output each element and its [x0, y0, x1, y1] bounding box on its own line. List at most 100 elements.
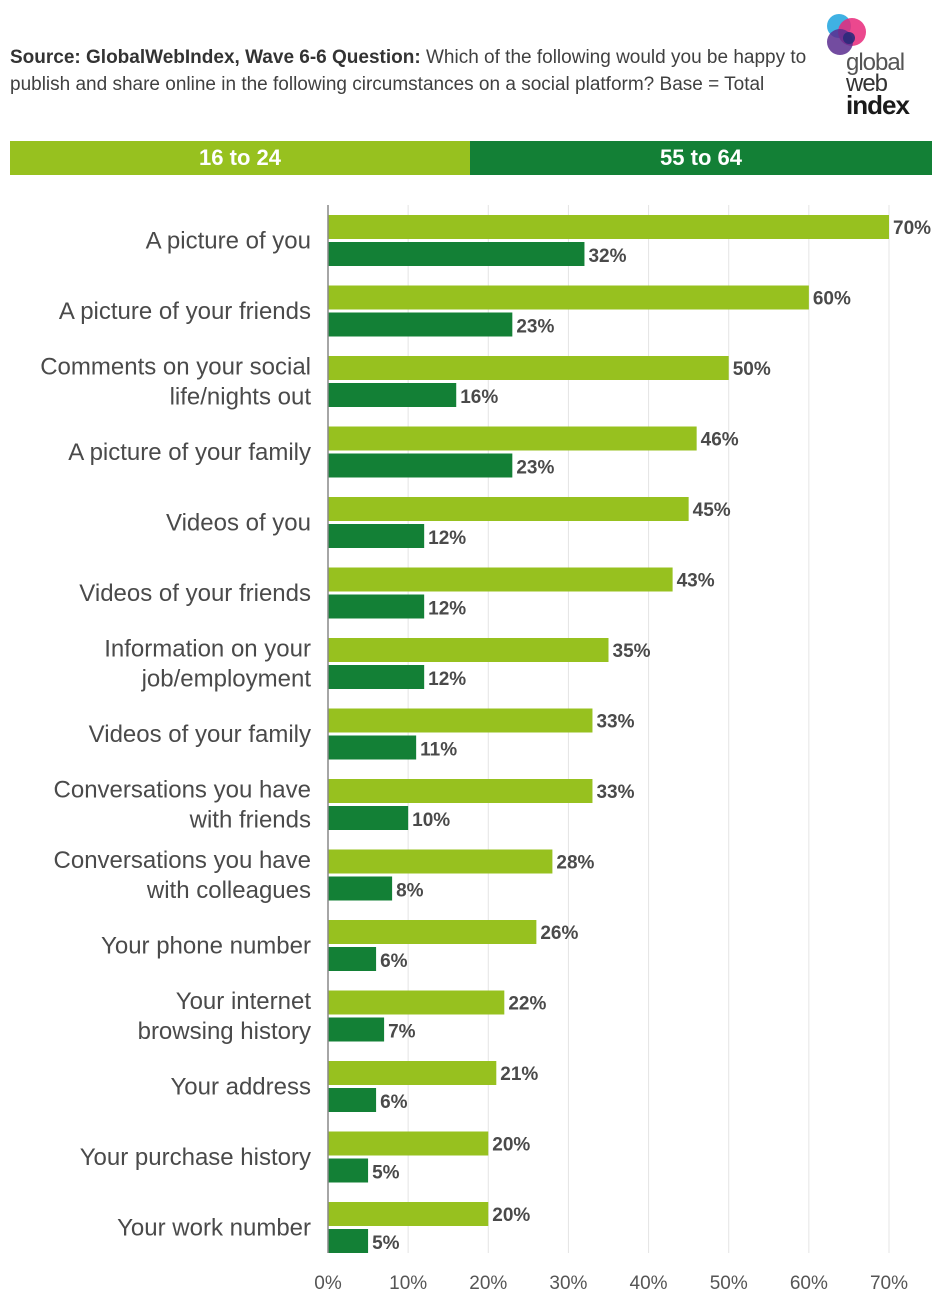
bar-16-to-24	[328, 920, 537, 944]
category-label: Comments on your social	[40, 354, 311, 381]
data-label: 35%	[613, 641, 651, 662]
category-label: job/employment	[141, 666, 312, 693]
category-label: Videos of you	[166, 510, 311, 537]
data-label: 20%	[492, 1205, 530, 1226]
bar-16-to-24	[328, 638, 609, 662]
bar-55-to-64	[328, 524, 425, 548]
x-tick-label: 30%	[549, 1273, 587, 1291]
x-tick-label: 70%	[870, 1273, 908, 1291]
bar-55-to-64	[328, 876, 393, 901]
data-label: 43%	[677, 571, 715, 592]
category-label: Videos of your friends	[79, 580, 311, 607]
bar-chart: 0% 10% 20% 30% 40% 50% 60% 70% 70% 32% A picture o…	[40, 205, 931, 1291]
data-label: 50%	[733, 359, 771, 380]
data-label: 33%	[596, 712, 634, 733]
category-label: with friends	[189, 807, 311, 834]
chart-legend: 16 to 24 55 to 64	[10, 141, 932, 175]
data-label: 33%	[596, 782, 634, 803]
question-text: Which of the following would you be happ…	[10, 47, 807, 95]
category-label: Your purchase history	[80, 1144, 311, 1171]
bar-16-to-24	[328, 708, 593, 733]
bar-55-to-64	[328, 806, 409, 830]
category-label: Your address	[170, 1074, 311, 1101]
bar-55-to-64	[328, 735, 417, 760]
bar-16-to-24	[328, 1202, 489, 1226]
bar-55-to-64	[328, 1017, 385, 1042]
data-label: 12%	[428, 528, 466, 549]
data-label: 46%	[701, 430, 739, 451]
bar-55-to-64	[328, 242, 585, 266]
data-label: 28%	[556, 853, 594, 874]
bar-55-to-64	[328, 1229, 369, 1253]
bar-55-to-64	[328, 453, 513, 478]
data-label: 32%	[588, 246, 626, 267]
bar-16-to-24	[328, 497, 689, 521]
bar-16-to-24	[328, 567, 673, 592]
data-label: 70%	[893, 218, 931, 239]
data-label: 60%	[813, 289, 851, 310]
category-label: Your phone number	[101, 933, 311, 960]
data-label: 6%	[380, 951, 408, 972]
bar-16-to-24	[328, 356, 729, 380]
data-label: 12%	[428, 599, 466, 620]
bar-16-to-24	[328, 1131, 489, 1156]
category-label: Your internet	[176, 988, 312, 1015]
data-label: 6%	[380, 1092, 408, 1113]
data-label: 12%	[428, 669, 466, 690]
bar-16-to-24	[328, 849, 553, 874]
chart-header: Source: GlobalWebIndex, Wave 6-6 Questio…	[10, 44, 810, 98]
data-label: 16%	[460, 387, 498, 408]
bar-55-to-64	[328, 594, 425, 619]
logo-word-web: web	[846, 70, 888, 97]
category-label: browsing history	[138, 1018, 311, 1045]
bar-55-to-64	[328, 1158, 369, 1183]
legend-item-16-to-24: 16 to 24	[10, 141, 470, 175]
data-label: 23%	[516, 458, 554, 479]
x-tick-label: 60%	[790, 1273, 828, 1291]
legend-item-55-to-64: 55 to 64	[470, 141, 932, 175]
category-label: A picture of your family	[68, 439, 311, 466]
data-label: 10%	[412, 810, 450, 831]
bar-55-to-64	[328, 947, 377, 971]
bar-16-to-24	[328, 779, 593, 803]
category-label: A picture of you	[146, 228, 311, 255]
bar-16-to-24	[328, 990, 505, 1015]
data-label: 26%	[540, 923, 578, 944]
data-label: 8%	[396, 881, 424, 902]
x-tick-label: 10%	[389, 1273, 427, 1291]
x-tick-label: 20%	[469, 1273, 507, 1291]
x-tick-label: 50%	[710, 1273, 748, 1291]
category-label: A picture of your friends	[59, 298, 311, 325]
data-label: 5%	[372, 1233, 400, 1254]
data-label: 21%	[500, 1064, 538, 1085]
x-tick-label: 0%	[314, 1273, 342, 1291]
category-label: Videos of your family	[89, 721, 311, 748]
category-label: life/nights out	[170, 384, 312, 411]
bar-16-to-24	[328, 285, 809, 310]
data-label: 20%	[492, 1135, 530, 1156]
data-label: 11%	[420, 740, 457, 761]
source-label: Source: GlobalWebIndex, Wave 6-6 Questio…	[10, 47, 421, 68]
category-label: Conversations you have	[54, 777, 311, 804]
category-label: Conversations you have	[54, 847, 311, 874]
logo-circles-icon	[827, 14, 866, 55]
bar-16-to-24	[328, 426, 697, 451]
data-label: 45%	[693, 500, 731, 521]
bar-55-to-64	[328, 383, 457, 407]
bar-55-to-64	[328, 1088, 377, 1112]
category-label: with colleagues	[146, 877, 311, 904]
logo-word-index: index	[846, 90, 910, 120]
data-label: 22%	[508, 994, 546, 1015]
x-tick-label: 40%	[630, 1273, 668, 1291]
data-label: 7%	[388, 1022, 416, 1043]
category-label: Your work number	[117, 1215, 311, 1242]
logo-word-global: global	[846, 49, 905, 76]
category-label: Information on your	[104, 636, 311, 663]
data-label: 5%	[372, 1163, 400, 1184]
data-label: 23%	[516, 317, 554, 338]
bar-55-to-64	[328, 665, 425, 689]
bar-55-to-64	[328, 312, 513, 337]
bar-16-to-24	[328, 215, 889, 239]
bar-16-to-24	[328, 1061, 497, 1085]
globalwebindex-logo: global web index	[818, 12, 928, 124]
